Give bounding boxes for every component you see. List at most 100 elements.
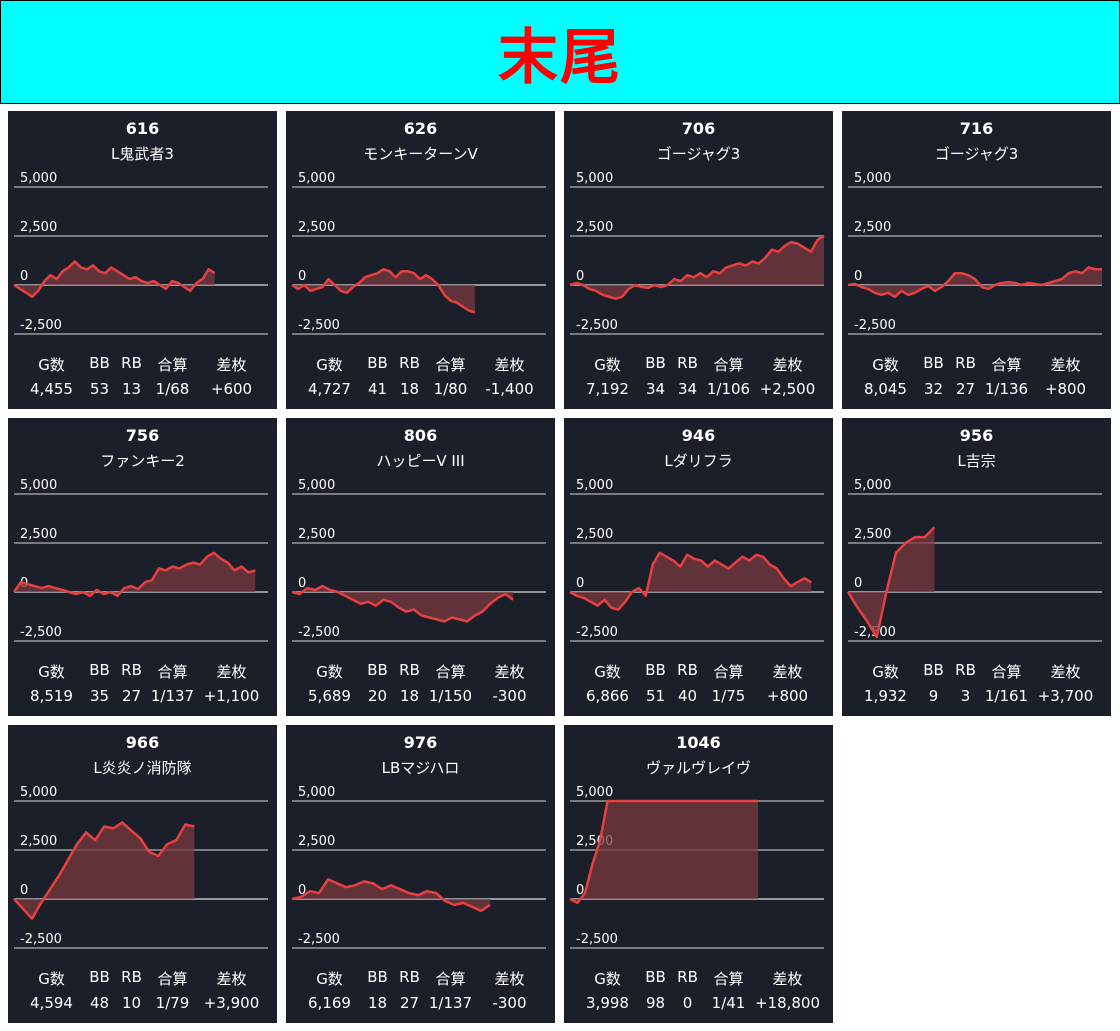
- stat-label-total: 合算: [157, 663, 188, 681]
- stat-value-diff: -300: [492, 994, 527, 1012]
- y-tick-label: -2,500: [576, 318, 618, 333]
- difference-chart: 5,000 2,500 0 -2,500: [13, 785, 268, 949]
- stat-label-total: 合算: [991, 663, 1022, 681]
- machine-card[interactable]: 716 ゴージャグ3 5,000 2,500 0 -2,500 G数 BB RB 合算 差枚 8,04…: [842, 111, 1111, 409]
- stat-label-diff: 差枚: [772, 663, 803, 681]
- stat-label-total: 合算: [991, 356, 1022, 374]
- machine-card[interactable]: 616 L鬼武者3 5,000 2,500 0 -2,500 G数 BB RB 合算 差枚 4,455…: [8, 111, 277, 409]
- series-area: [570, 801, 758, 903]
- stat-value-total: 1/80: [433, 380, 468, 398]
- stat-label-total: 合算: [713, 663, 744, 681]
- y-tick-label: -2,500: [298, 318, 340, 333]
- series-area: [292, 879, 491, 911]
- y-tick-label: 2,500: [20, 527, 57, 542]
- stat-value-bb: 34: [645, 380, 666, 398]
- stats-values: 4,727 41 18 1/80 -1,400: [286, 380, 555, 398]
- stat-value-rb: 0: [682, 994, 693, 1012]
- stat-value-total: 1/106: [706, 380, 751, 398]
- stat-label-total: 合算: [713, 356, 744, 374]
- stat-value-total: 1/136: [984, 380, 1029, 398]
- stat-label-diff: 差枚: [494, 970, 525, 988]
- y-tick-label: 5,000: [298, 478, 335, 493]
- y-tick-label: -2,500: [854, 318, 896, 333]
- y-tick-label: 0: [576, 576, 584, 591]
- y-tick-label: 2,500: [298, 220, 335, 235]
- y-tick-label: -2,500: [298, 932, 340, 947]
- stat-value-total: 1/137: [428, 994, 473, 1012]
- machine-name: ゴージャグ3: [934, 145, 1019, 163]
- y-tick-label: -2,500: [576, 932, 618, 947]
- stats-header: G数 BB RB 合算 差枚: [842, 354, 1111, 375]
- machine-card[interactable]: 976 LBマジハロ 5,000 2,500 0 -2,500 G数 BB RB 合算 差枚 6,16…: [286, 725, 555, 1023]
- series-area: [14, 552, 256, 596]
- stat-label-rb: RB: [677, 354, 698, 372]
- stat-label-bb: BB: [367, 661, 388, 679]
- series-line: [13, 821, 195, 920]
- series-line: [569, 799, 758, 905]
- y-tick-label: -2,500: [20, 625, 62, 640]
- stat-value-diff: +2,500: [759, 380, 816, 398]
- stats-header: G数 BB RB 合算 差枚: [286, 968, 555, 989]
- series-line: [13, 260, 216, 299]
- machine-card[interactable]: 956L吉宗5,0002,5000-2,500G数BBRB合算差枚1,93293…: [842, 418, 1111, 716]
- series-line: [291, 584, 514, 623]
- y-tick-label: 5,000: [20, 478, 57, 493]
- stats-values: 8,519 35 27 1/137 +1,100: [8, 687, 277, 705]
- stat-label-bb: BB: [645, 354, 666, 372]
- stats-header: G数 BB RB 合算 差枚: [8, 968, 277, 989]
- series-area: [848, 267, 1102, 297]
- stat-label-total: 合算: [157, 356, 188, 374]
- stats-header: G数 BB RB 合算 差枚: [8, 661, 277, 682]
- stat-label-diff: 差枚: [772, 356, 803, 374]
- stats-values: 5,689 20 18 1/150 -300: [286, 687, 555, 705]
- stat-label-games: G数: [594, 356, 621, 374]
- stat-value-diff: +800: [1044, 380, 1087, 398]
- machine-number: 806: [403, 426, 438, 445]
- stat-value-rb: 18: [399, 380, 420, 398]
- difference-chart: 5,000 2,500 0 -2,500: [291, 785, 546, 949]
- machine-card[interactable]: 626 モンキーターンV 5,000 2,500 0 -2,500 G数 BB RB 合算 差枚 4,…: [286, 111, 555, 409]
- stat-value-bb: 53: [89, 380, 110, 398]
- stat-value-diff: -1,400: [485, 380, 534, 398]
- stat-value-total: 1/137: [150, 687, 195, 705]
- machine-card[interactable]: 806 ハッピーV III 5,000 2,500 0 -2,500 G数 BB RB 合算 差枚 5…: [286, 418, 555, 716]
- series-line: [569, 234, 825, 300]
- y-tick-label: 2,500: [854, 527, 891, 542]
- stats-header: G数 BB RB 合算 差枚: [286, 661, 555, 682]
- y-tick-label: 5,000: [298, 785, 335, 800]
- machine-name: L炎炎ノ消防隊: [93, 759, 192, 777]
- y-tick-label: 5,000: [20, 171, 57, 186]
- machine-card[interactable]: 1046 ヴァルヴレイヴ 5,000 2,500 0 -2,500 G数 BB RB 合算 差枚 3,…: [564, 725, 833, 1023]
- stats-header: G数 BB RB 合算 差枚: [842, 661, 1111, 682]
- stat-label-total: 合算: [435, 970, 466, 988]
- series-area: [570, 236, 824, 299]
- machine-card[interactable]: 756ファンキー25,0002,5000-2,500G数BBRB合算差枚8,51…: [8, 418, 277, 716]
- stat-value-bb: 48: [89, 994, 110, 1012]
- machine-number: 946: [681, 426, 716, 445]
- y-tick-label: 5,000: [854, 171, 891, 186]
- machine-card[interactable]: 706 ゴージャグ3 5,000 2,500 0 -2,500 G数 BB RB 合算 差枚 7,19…: [564, 111, 833, 409]
- stat-value-diff: +3,700: [1037, 687, 1094, 705]
- machine-card[interactable]: 966 L炎炎ノ消防隊 5,000 2,500 0 -2,500 G数 BB RB 合算 差枚 4,5…: [8, 725, 277, 1023]
- y-tick-label: 5,000: [854, 478, 891, 493]
- series-line: [846, 526, 936, 639]
- y-tick-label: -2,500: [20, 318, 62, 333]
- y-tick-label: 0: [576, 269, 584, 284]
- stat-value-total: 1/79: [155, 994, 190, 1012]
- stat-value-bb: 20: [367, 687, 388, 705]
- stat-value-bb: 35: [89, 687, 110, 705]
- stat-label-rb: RB: [399, 354, 420, 372]
- page-header: 末尾: [0, 0, 1120, 104]
- stat-value-bb: 51: [645, 687, 666, 705]
- machine-card[interactable]: 946 Lダリフラ 5,000 2,500 0 -2,500 G数 BB RB 合算 差枚 6,866…: [564, 418, 833, 716]
- stat-label-rb: RB: [955, 354, 976, 372]
- series-area: [292, 586, 513, 622]
- stats-values: 6,169 18 27 1/137 -300: [286, 994, 555, 1012]
- stat-value-diff: +600: [210, 380, 253, 398]
- stat-label-rb: RB: [955, 661, 976, 679]
- stats-values: 4,455 53 13 1/68 +600: [8, 380, 277, 398]
- machine-name: ヴァルヴレイヴ: [645, 759, 751, 777]
- y-tick-label: 2,500: [576, 220, 613, 235]
- stats-values: 7,192 34 34 1/106 +2,500: [564, 380, 833, 398]
- stat-label-rb: RB: [121, 354, 142, 372]
